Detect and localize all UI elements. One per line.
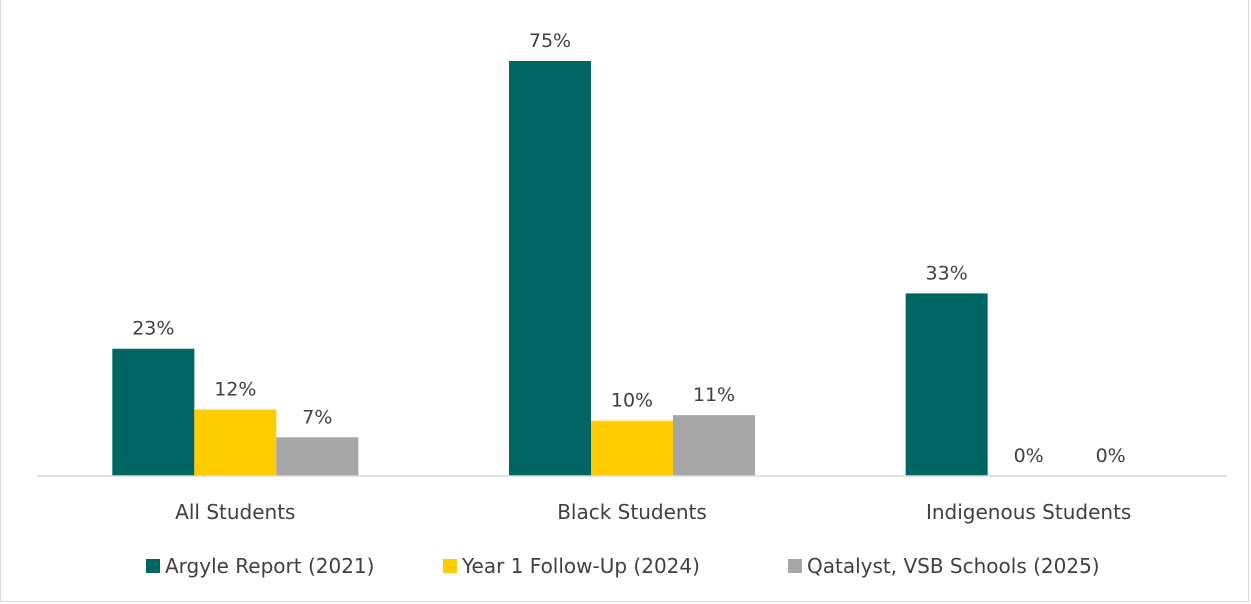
data-label-all-students-series-3: 7% bbox=[302, 406, 332, 428]
bar-black-students-series-3 bbox=[673, 415, 755, 476]
data-label-black-students-series-2: 10% bbox=[611, 390, 653, 412]
bar-indigenous-students-series-1 bbox=[905, 293, 988, 476]
data-label-all-students-series-1: 23% bbox=[132, 318, 174, 340]
category-label-indigenous-students: Indigenous Students bbox=[926, 500, 1131, 524]
category-labels-layer: All Students Black Students Indigenous Stu… bbox=[175, 500, 1131, 524]
bar-all-students-series-1 bbox=[112, 348, 195, 476]
legend-swatch-3 bbox=[788, 559, 802, 573]
value-labels-layer: 23% 12% 7% 75% 10% 11% 33% 0% 0% bbox=[132, 30, 1126, 467]
category-label-black-students: Black Students bbox=[557, 500, 707, 524]
legend-label-3: Qatalyst, VSB Schools (2025) bbox=[807, 554, 1100, 578]
legend-swatch-2 bbox=[443, 559, 457, 573]
data-label-all-students-series-2: 12% bbox=[214, 379, 256, 401]
data-label-black-students-series-1: 75% bbox=[529, 30, 571, 52]
bars-layer bbox=[112, 61, 988, 476]
bar-all-students-series-3 bbox=[276, 437, 359, 476]
data-label-black-students-series-3: 11% bbox=[693, 384, 735, 406]
legend-swatch-1 bbox=[146, 559, 160, 573]
bar-black-students-series-2 bbox=[591, 420, 673, 476]
legend-item-1: Argyle Report (2021) bbox=[146, 554, 374, 578]
category-label-all-students: All Students bbox=[175, 500, 295, 524]
legend-item-3: Qatalyst, VSB Schools (2025) bbox=[788, 554, 1100, 578]
data-label-indigenous-students-series-2: 0% bbox=[1014, 445, 1044, 467]
legend-label-2: Year 1 Follow-Up (2024) bbox=[461, 554, 700, 578]
bar-all-students-series-2 bbox=[194, 409, 277, 476]
data-label-indigenous-students-series-3: 0% bbox=[1096, 445, 1126, 467]
legend-item-2: Year 1 Follow-Up (2024) bbox=[443, 554, 700, 578]
data-label-indigenous-students-series-1: 33% bbox=[926, 262, 968, 284]
bar-black-students-series-1 bbox=[509, 61, 591, 476]
legend: Argyle Report (2021) Year 1 Follow-Up (20… bbox=[146, 554, 1100, 578]
legend-label-1: Argyle Report (2021) bbox=[165, 554, 374, 578]
